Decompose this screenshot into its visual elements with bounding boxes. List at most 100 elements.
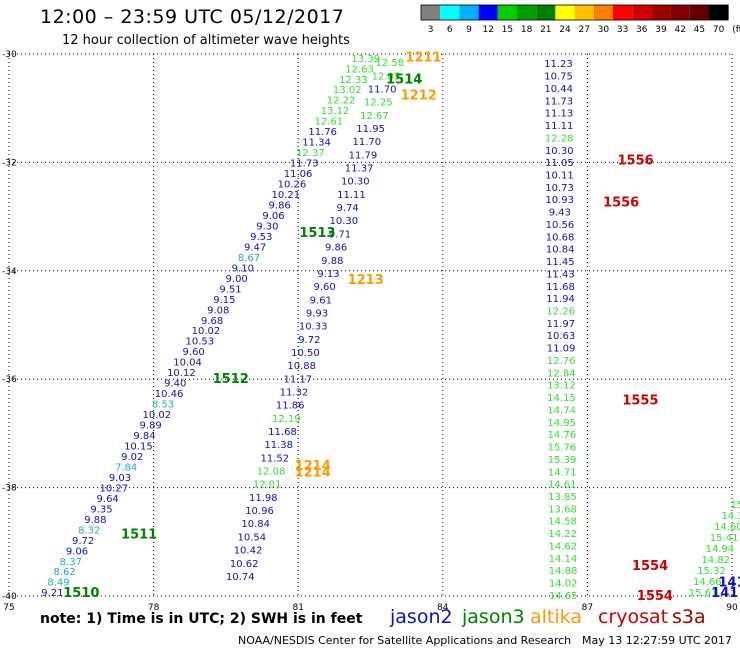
wave-height-point: 9.51 xyxy=(219,284,241,295)
colorbar-swatch xyxy=(689,5,709,20)
wave-height-point: 12.19 xyxy=(272,414,301,425)
wave-height-point: 11.43 xyxy=(546,269,575,280)
colorbar-label: 18 xyxy=(521,25,533,35)
wave-height-point: 8.53 xyxy=(152,400,174,411)
wave-height-point: 14.62 xyxy=(549,541,578,552)
wave-height-point: 8.62 xyxy=(54,567,76,578)
wave-height-point: 14.82 xyxy=(701,555,730,566)
pass-time-label: 1214 xyxy=(295,465,331,480)
wave-height-point: 10.73 xyxy=(545,183,574,194)
wave-height-point: 10.84 xyxy=(241,519,270,530)
wave-height-point: 9.68 xyxy=(201,316,223,327)
pass-time-label: 1211 xyxy=(405,51,441,66)
credit-line: NOAA/NESDIS Center for Satellite Applica… xyxy=(238,634,572,647)
colorbar-swatch xyxy=(459,5,479,20)
generated-timestamp: May 13 12:27:59 UTC 2017 xyxy=(582,634,732,647)
wave-height-point: 9.72 xyxy=(298,335,320,346)
wave-height-point: 12.76 xyxy=(547,356,576,367)
pass-time-label: 1512 xyxy=(213,372,249,387)
colorbar-label: 3 xyxy=(428,25,434,35)
wave-height-point: 12.26 xyxy=(546,307,575,318)
wave-height-point: 11.70 xyxy=(352,137,381,148)
wave-height-point: 11.37 xyxy=(345,164,374,175)
wave-height-point: 13.12 xyxy=(547,381,576,392)
wave-height-point: 11.17 xyxy=(284,374,313,385)
wave-height-point: 10.75 xyxy=(544,72,573,83)
wave-height-point: 9.53 xyxy=(250,232,272,243)
pass-time-label: 1212 xyxy=(401,89,437,104)
pass-time-label: 1510 xyxy=(63,586,99,601)
axis-tick-labels: 75 78 81 84 87 90 -30 -32 -34 -36 -38 -40 xyxy=(2,50,738,613)
wave-height-point: 9.43 xyxy=(549,208,571,219)
x-tick-label: 90 xyxy=(726,603,738,613)
wave-height-point: 10.11 xyxy=(545,171,574,182)
wave-height-point: 13.39 xyxy=(351,54,380,65)
wave-height-point: 11.73 xyxy=(290,159,319,170)
pass-time-label: 1213 xyxy=(348,273,384,288)
wave-height-point: 14.14 xyxy=(549,554,578,565)
wave-height-point: 10.62 xyxy=(230,559,259,570)
wave-height-point: 9.30 xyxy=(256,221,278,232)
wave-height-point: 13.12 xyxy=(321,106,350,117)
wave-height-point: 9.15 xyxy=(213,295,235,306)
wave-height-point: 10.27 xyxy=(99,483,128,494)
colorbar-unit: (ft) xyxy=(732,25,740,35)
wave-height-point: 15.76 xyxy=(548,443,577,454)
wave-height-point: 9.88 xyxy=(321,256,343,267)
legend-s3a: s3a xyxy=(672,606,706,628)
colorbar-label: 42 xyxy=(674,25,685,35)
pass-time-labels: 1211 1514 1212 1556 1556 1513 1213 1512 1555 1214… xyxy=(63,51,740,604)
wave-height-point: 10.42 xyxy=(234,546,263,557)
wave-height-point: 9.60 xyxy=(314,282,336,293)
pass-time-label: 1554 xyxy=(637,589,673,604)
wave-height-point: 14.66 xyxy=(693,577,722,588)
wave-height-point: 11.13 xyxy=(545,109,574,120)
colorbar-label: 30 xyxy=(598,25,610,35)
wave-height-point: 9.60 xyxy=(183,347,205,358)
wave-height-point: 8.49 xyxy=(47,578,69,589)
wave-height-point: 9.13 xyxy=(317,269,339,280)
wave-height-point: 15.39 xyxy=(548,455,577,466)
wave-height-point: 12.05 xyxy=(372,71,401,82)
y-tick-label: -38 xyxy=(2,484,17,494)
wave-height-point: 11.09 xyxy=(547,344,576,355)
wave-height-point: 10.53 xyxy=(185,337,214,348)
wave-height-point: 9.08 xyxy=(207,305,229,316)
wave-height-point: 9.06 xyxy=(262,211,284,222)
wave-height-point: 12.33 xyxy=(339,75,368,86)
colorbar-swatch xyxy=(517,5,537,20)
wave-height-point: 9.64 xyxy=(97,494,119,505)
wave-height-point: 13.85 xyxy=(548,492,577,503)
wave-height-point: 10.04 xyxy=(173,358,202,369)
colorbar-label: 24 xyxy=(559,25,571,35)
wave-height-point: 9.71 xyxy=(329,229,351,240)
colorbar-label: 15 xyxy=(502,25,513,35)
colorbar-swatch xyxy=(574,5,594,20)
colorbar-swatch xyxy=(497,5,517,20)
pass-time-label: 1556 xyxy=(618,154,654,169)
wave-height-point: 15 xyxy=(730,500,740,511)
y-tick-label: -32 xyxy=(2,158,17,168)
y-tick-label: -30 xyxy=(2,50,17,60)
wave-height-point: 11.95 xyxy=(356,124,385,135)
wave-height-point: 10.30 xyxy=(341,177,370,188)
pass-time-label: 141 xyxy=(711,586,738,601)
colorbar-label: 27 xyxy=(578,25,589,35)
wave-height-point: 9.72 xyxy=(72,536,94,547)
wave-height-point: 9.10 xyxy=(232,263,254,274)
colorbar-label: 21 xyxy=(540,25,551,35)
wave-height-point: 11.86 xyxy=(276,401,305,412)
colorbar-label: 36 xyxy=(636,25,648,35)
wave-height-point: 14.02 xyxy=(549,579,578,590)
wave-height-point: 10.15 xyxy=(124,442,153,453)
wave-height-point: 12.22 xyxy=(327,96,356,107)
wave-height-point: 9.84 xyxy=(133,431,155,442)
colorbar-label: 39 xyxy=(655,25,667,35)
wave-height-point: 11.32 xyxy=(280,387,309,398)
wave-height-point: 14.74 xyxy=(547,405,576,416)
wave-height-point: 12.01 xyxy=(253,480,282,491)
wave-height-point: 10.26 xyxy=(278,180,307,191)
y-tick-label: -34 xyxy=(2,267,17,277)
wave-height-point: 11.73 xyxy=(544,96,573,107)
wave-height-point: 11.98 xyxy=(249,493,278,504)
